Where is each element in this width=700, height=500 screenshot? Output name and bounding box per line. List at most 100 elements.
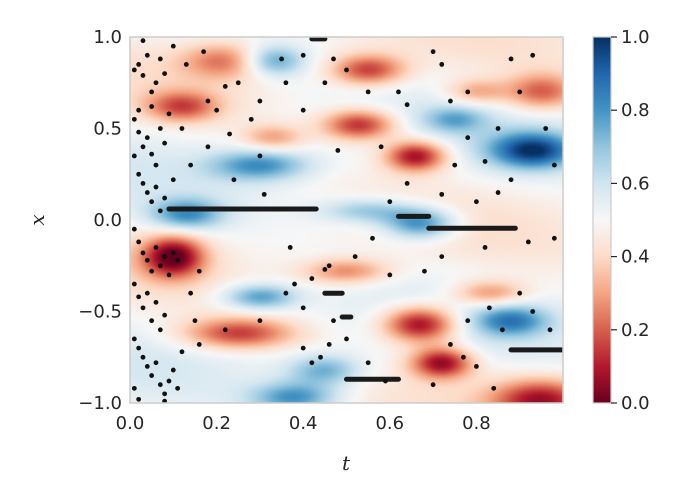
scatter-point xyxy=(300,52,306,58)
scatter-point xyxy=(495,126,501,131)
scatter-point xyxy=(474,199,479,205)
x-tick-label: 0.2 xyxy=(202,413,231,434)
colorbar: 1.0 0.8 0.6 0.4 0.2 0.0 xyxy=(592,27,650,414)
scatter-point xyxy=(439,62,445,67)
scatter-point xyxy=(166,111,172,117)
scatter-point xyxy=(495,190,501,195)
scatter-point xyxy=(448,98,453,104)
colorbar-tick-label: 0.6 xyxy=(621,173,650,194)
scatter-point xyxy=(214,107,220,113)
scatter-point xyxy=(322,267,328,272)
scatter-point xyxy=(131,336,137,342)
x-tick-label: 0.4 xyxy=(289,413,318,434)
scatter-point xyxy=(136,129,142,135)
scatter-point xyxy=(508,177,514,183)
scatter-point xyxy=(309,360,315,366)
colorbar-tick-label: 0.0 xyxy=(621,393,650,414)
scatter-point xyxy=(175,257,181,263)
scatter-point xyxy=(162,254,168,259)
colorbar-tick-label: 1.0 xyxy=(621,27,650,48)
scatter-point xyxy=(543,126,549,131)
scatter-point xyxy=(452,162,458,168)
scatter-point xyxy=(131,153,137,159)
scatter-point xyxy=(162,140,168,146)
scatter-point xyxy=(140,73,146,78)
scatter-point xyxy=(404,102,410,108)
scatter-point xyxy=(136,396,142,402)
scatter-point xyxy=(136,345,142,351)
plot-area xyxy=(129,36,564,404)
scatter-point xyxy=(465,318,471,324)
scatter-point xyxy=(153,299,159,305)
trajectory-segments xyxy=(166,37,563,382)
scatter-point xyxy=(530,52,536,58)
scatter-point xyxy=(309,276,315,281)
scatter-point xyxy=(525,239,531,245)
scatter-point xyxy=(378,144,384,150)
colorbar-frame xyxy=(592,36,612,404)
scatter-point xyxy=(170,177,176,183)
scatter-point xyxy=(131,281,137,287)
scatter-point xyxy=(131,385,137,391)
scatter-point xyxy=(144,52,150,58)
scatter-point xyxy=(326,342,332,347)
scatter-point xyxy=(344,336,349,342)
scatter-point xyxy=(140,38,146,44)
y-tick-label: 0.0 xyxy=(93,210,122,231)
scatter-point xyxy=(486,305,492,311)
scatter-point xyxy=(517,89,523,95)
scatter-point xyxy=(201,49,207,55)
scatter-point xyxy=(257,153,263,159)
scatter-point xyxy=(183,62,189,67)
scatter-point xyxy=(283,80,289,86)
colorbar-ticks: 1.0 0.8 0.6 0.4 0.2 0.0 xyxy=(611,27,650,414)
scatter-point xyxy=(465,89,471,95)
scatter-point xyxy=(465,135,471,141)
heatmap-surface xyxy=(130,37,563,403)
scatter-point xyxy=(153,184,159,190)
scatter-point xyxy=(474,364,479,369)
scatter-point xyxy=(235,80,241,86)
scatter-point xyxy=(227,131,232,137)
y-axis-label: x xyxy=(25,214,49,225)
scatter-point xyxy=(365,360,371,366)
scatter-point xyxy=(153,245,159,250)
scatter-point xyxy=(439,254,445,259)
scatter-point xyxy=(383,378,388,384)
scatter-point xyxy=(131,226,137,232)
scatter-point xyxy=(179,349,185,355)
scatter-point xyxy=(257,318,263,324)
scatter-point xyxy=(439,191,445,197)
scatter-point xyxy=(140,305,146,311)
scatter-point xyxy=(144,190,150,195)
scatter-point xyxy=(318,354,323,360)
y-tick-label: 0.5 xyxy=(93,119,122,140)
scatter-point xyxy=(153,80,159,86)
scatter-point xyxy=(517,290,523,296)
scatter-point xyxy=(153,162,159,168)
scatter-point xyxy=(287,245,293,250)
scatter-point xyxy=(279,56,284,62)
scatter-point xyxy=(482,159,488,164)
scatter-points xyxy=(131,38,557,403)
scatter-point xyxy=(140,144,146,150)
scatter-point xyxy=(144,257,150,263)
scatter-point xyxy=(461,354,466,360)
scatter-point xyxy=(157,126,163,131)
scatter-point xyxy=(149,104,155,109)
scatter-point xyxy=(136,107,142,113)
scatter-point xyxy=(157,382,163,388)
y-tick-label: 1.0 xyxy=(93,27,122,48)
scatter-point xyxy=(326,263,332,269)
scatter-point xyxy=(322,80,328,86)
scatter-point xyxy=(157,327,163,333)
scatter-point xyxy=(188,290,194,296)
y-axis-ticks: 1.0 0.5 0.0 −0.5 −1.0 xyxy=(78,27,122,414)
scatter-point xyxy=(551,235,557,241)
scatter-point xyxy=(283,290,289,296)
scatter-point xyxy=(175,385,181,391)
scatter-point xyxy=(170,43,176,49)
x-axis-label: t xyxy=(342,451,351,475)
scatter-point xyxy=(370,235,375,241)
scatter-point xyxy=(430,49,436,55)
